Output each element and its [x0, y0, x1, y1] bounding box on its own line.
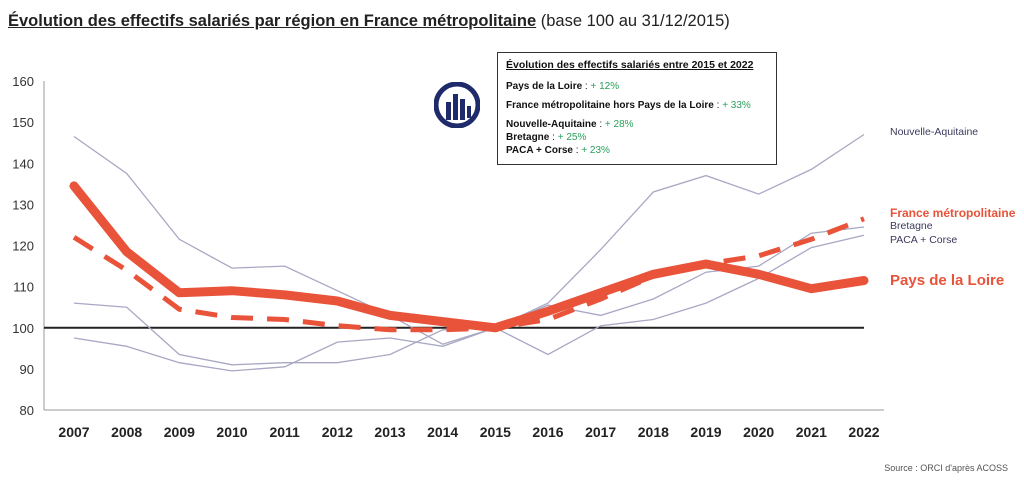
- x-tick-label: 2009: [164, 424, 195, 440]
- info-row-value: + 25%: [557, 132, 587, 143]
- info-row-name: PACA + Corse: [506, 145, 573, 156]
- info-row-name: Bretagne: [506, 132, 550, 143]
- y-tick-label: 150: [12, 115, 34, 130]
- info-row-value: + 33%: [722, 100, 751, 111]
- series-line-paca-corse: [73, 234, 865, 372]
- x-tick-label: 2017: [585, 424, 616, 440]
- series-line-nouvelle-aquitaine: [73, 133, 865, 345]
- x-tick-label: 2020: [743, 424, 774, 440]
- source-note: Source : ORCI d'après ACOSS: [884, 463, 1008, 473]
- info-row-name: Pays de la Loire: [506, 81, 583, 92]
- series-end-label-pays-de-la-loire: Pays de la Loire: [890, 272, 1004, 289]
- info-row-bretagne: Bretagne : + 25%: [506, 132, 587, 143]
- series-end-label-paca-corse: PACA + Corse: [890, 234, 957, 246]
- x-tick-label: 2008: [111, 424, 142, 440]
- info-row-paca-corse: PACA + Corse : + 23%: [506, 145, 610, 156]
- series-line-pays-de-la-loire: [69, 181, 869, 333]
- y-tick-label: 100: [12, 321, 34, 336]
- info-row-value: + 23%: [581, 145, 610, 156]
- y-tick-label: 90: [20, 362, 34, 377]
- x-tick-label: 2012: [322, 424, 353, 440]
- y-tick-label: 120: [12, 239, 34, 254]
- chart-title-main: Évolution des effectifs salariés par rég…: [8, 12, 537, 30]
- x-tick-label: 2013: [374, 424, 405, 440]
- x-tick-label: 2018: [638, 424, 669, 440]
- x-tick-label: 2011: [269, 424, 300, 440]
- series-end-label-nouvelle-aquitaine: Nouvelle-Aquitaine: [890, 126, 978, 138]
- series-end-label-france-metropolitaine: France métropolitaine: [890, 206, 1016, 220]
- x-tick-label: 2015: [480, 424, 511, 440]
- series-line-france-metropolitaine: [72, 216, 865, 333]
- info-row-value: + 28%: [604, 119, 634, 130]
- x-tick-label: 2016: [532, 424, 563, 440]
- info-row-nouvelle-aquitaine: Nouvelle-Aquitaine : + 28%: [506, 119, 634, 130]
- info-row-value: + 12%: [590, 81, 620, 92]
- chart-title: Évolution des effectifs salariés par rég…: [8, 12, 730, 31]
- x-tick-label: 2019: [690, 424, 721, 440]
- info-box-title: Évolution des effectifs salariés entre 2…: [506, 59, 754, 71]
- info-row-pays-de-la-loire: Pays de la Loire : + 12%: [506, 81, 620, 92]
- info-box: Évolution des effectifs salariés entre 2…: [497, 52, 777, 165]
- y-tick-label: 110: [13, 280, 34, 295]
- x-tick-label: 2010: [216, 424, 247, 440]
- info-row-name: France métropolitaine hors Pays de la Lo…: [506, 100, 714, 111]
- x-tick-label: 2021: [796, 424, 827, 440]
- x-tick-label: 2022: [848, 424, 879, 440]
- y-tick-label: 80: [20, 403, 34, 418]
- bar-chart-globe-icon: [433, 81, 481, 129]
- x-tick-label: 2014: [427, 424, 458, 440]
- y-tick-label: 130: [12, 197, 34, 212]
- chart-subtitle: (base 100 au 31/12/2015): [540, 12, 730, 30]
- info-row-name: Nouvelle-Aquitaine: [506, 119, 597, 130]
- info-row-france-hors-pdl: France métropolitaine hors Pays de la Lo…: [506, 100, 751, 111]
- series-end-label-bretagne: Bretagne: [890, 220, 933, 232]
- x-tick-label: 2007: [58, 424, 89, 440]
- y-tick-label: 140: [12, 156, 34, 171]
- y-tick-label: 160: [12, 74, 34, 89]
